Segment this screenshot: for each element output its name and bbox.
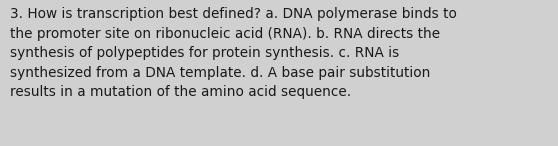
Text: 3. How is transcription best defined? a. DNA polymerase binds to
the promoter si: 3. How is transcription best defined? a.…: [10, 7, 457, 99]
